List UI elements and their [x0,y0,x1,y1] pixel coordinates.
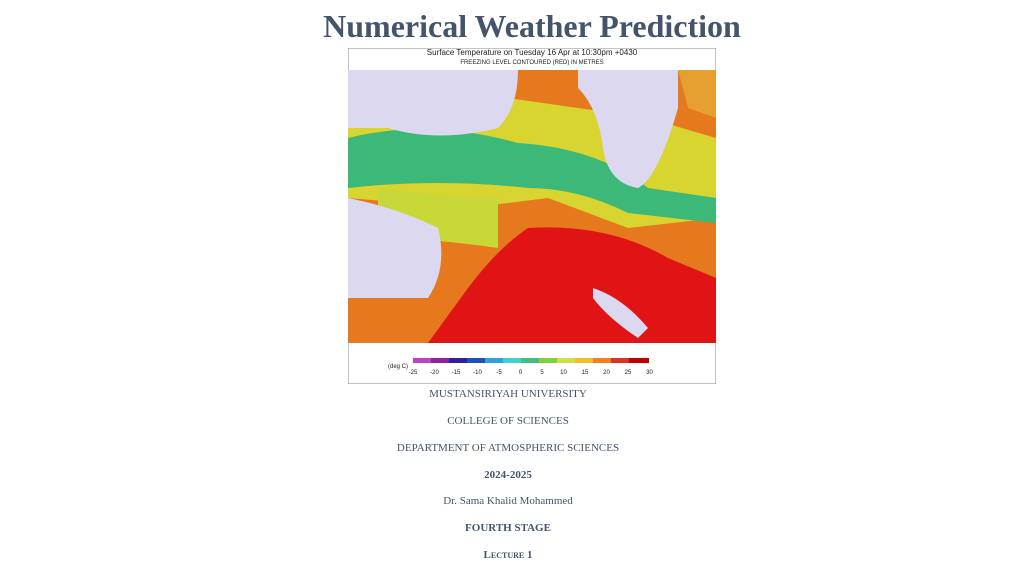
slide-title: Numerical Weather Prediction [323,8,741,44]
legend-unit: (deg C) [388,364,408,370]
colorbar-tick-label: -10 [473,370,482,376]
colorbar-tick-label: 25 [625,370,632,376]
colorbar-tick-label: -20 [430,370,439,376]
colorbar-tick-label: -25 [409,370,418,376]
year: 2024-2025 [484,469,532,481]
colorbar-tick-label: -15 [452,370,461,376]
colorbar-tick-label: 30 [646,370,653,376]
colorbar-tick-label: 20 [603,370,610,376]
colorbar-tick-label: 10 [560,370,567,376]
weather-map: Surface Temperature on Tuesday 16 Apr at… [348,48,716,384]
map-area [348,70,716,343]
college: COLLEGE OF SCIENCES [447,415,569,427]
colorbar-tick-label: 0 [519,370,523,376]
colorbar-ticks: -25 -20 -15 -10 -5 0 5 10 15 20 25 30 [409,370,654,376]
stage: FOURTH STAGE [465,522,551,534]
colorbar-tick-label: 5 [540,370,544,376]
author: Dr. Sama Khalid Mohammed [443,495,573,507]
colorbar [413,358,649,363]
colorbar-tick-label: -5 [496,370,502,376]
lecture: Lecture 1 [483,549,533,561]
colorbar-tick-label: 15 [582,370,589,376]
university: MUSTANSIRIYAH UNIVERSITY [429,388,587,400]
department: DEPARTMENT OF ATMOSPHERIC SCIENCES [396,442,620,454]
map-title: Surface Temperature on Tuesday 16 Apr at… [427,48,638,57]
map-subtitle: FREEZING LEVEL CONTOURED (RED) IN METRES [460,60,603,66]
